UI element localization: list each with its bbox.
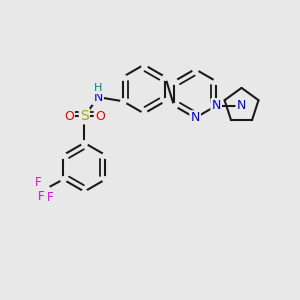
Text: H: H [94, 83, 102, 93]
Text: N: N [237, 99, 246, 112]
Text: O: O [64, 110, 74, 123]
Text: N: N [190, 111, 200, 124]
Text: N: N [212, 99, 221, 112]
Text: F: F [46, 191, 53, 204]
Text: N: N [93, 91, 103, 104]
Text: N: N [212, 99, 221, 112]
Text: N: N [237, 99, 246, 112]
Text: O: O [64, 110, 74, 123]
Text: S: S [80, 109, 89, 123]
Text: H: H [94, 83, 102, 93]
Text: F: F [34, 176, 41, 190]
Text: F: F [38, 190, 45, 203]
Text: N: N [237, 99, 246, 112]
Text: O: O [95, 110, 105, 123]
Text: O: O [95, 110, 105, 123]
Text: S: S [80, 109, 89, 123]
Text: N: N [190, 111, 200, 124]
Text: N: N [93, 91, 103, 104]
